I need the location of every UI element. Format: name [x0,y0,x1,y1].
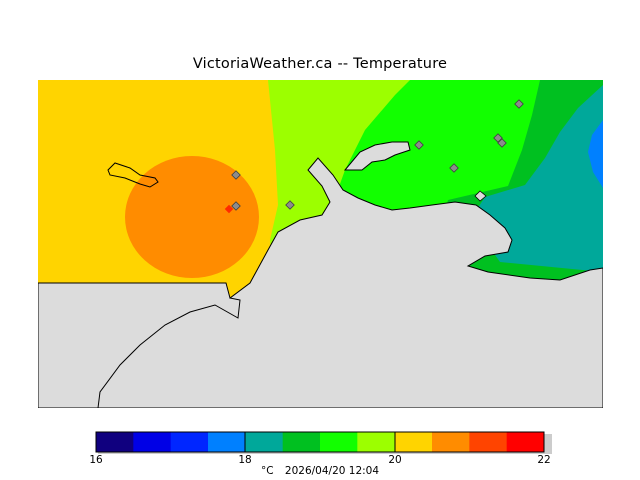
land-mainland [38,157,603,408]
station-1 [231,170,241,180]
station-8 [497,138,507,148]
zone-20.5-21 [125,156,259,278]
colorbar-tick-22: 22 [537,454,551,466]
colorbar-cell [394,432,433,452]
colorbar-cell [320,432,358,452]
colorbar-cell [208,432,246,452]
station-7 [514,99,524,109]
land-lake-outline [107,162,159,188]
zone-17.5-18 [588,120,603,188]
colorbar-cell [245,432,284,452]
colorbar-cell [96,432,134,452]
station-3 [285,200,295,210]
colorbar-cell [432,432,470,452]
land-peninsula [343,141,411,171]
colorbar-cell [170,432,209,452]
timestamp: 2026/04/20 12:04 [284,465,380,477]
unit-label: °C [260,465,274,477]
map-title: VictoriaWeather.ca -- Temperature [192,56,448,72]
colorbar-cell [506,432,545,452]
station-2 [231,201,241,211]
colorbar-tick-18: 18 [238,454,252,466]
station-markers [231,99,524,211]
station-5 [449,163,459,173]
coastline [97,297,241,408]
colorbar-cell [469,432,508,452]
colorbar-tick-20: 20 [388,454,402,466]
colorbar-cell [357,432,396,452]
station-4 [414,140,424,150]
colorbar-cell [133,432,172,452]
colorbar-cell [282,432,321,452]
zone-18-18.5 [470,85,603,272]
color-bar [95,431,552,454]
land-islet [474,190,487,202]
colorbar-tick-16: 16 [89,454,103,466]
legend-footer: °C 2026/04/20 12:04 [0,465,640,477]
